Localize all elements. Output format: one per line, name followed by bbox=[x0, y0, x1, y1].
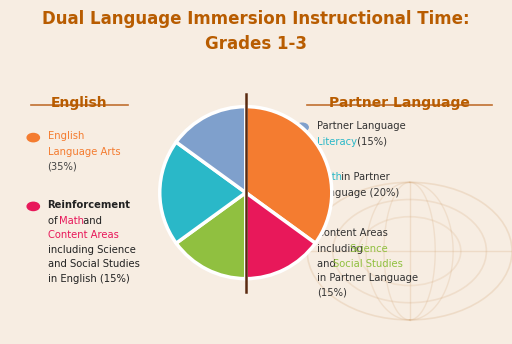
Wedge shape bbox=[246, 193, 315, 279]
Circle shape bbox=[296, 123, 308, 131]
Text: Science: Science bbox=[349, 244, 388, 254]
Text: (15%): (15%) bbox=[317, 287, 347, 298]
Text: English: English bbox=[51, 96, 108, 110]
Text: including Science: including Science bbox=[48, 245, 136, 255]
Text: Math: Math bbox=[317, 172, 343, 182]
Text: Partner Language: Partner Language bbox=[317, 120, 406, 131]
Text: of: of bbox=[48, 216, 60, 226]
Text: in Partner Language: in Partner Language bbox=[317, 273, 419, 283]
Wedge shape bbox=[246, 107, 332, 243]
Wedge shape bbox=[160, 142, 246, 243]
Text: and: and bbox=[80, 216, 102, 226]
Circle shape bbox=[27, 202, 39, 211]
Text: Social Studies: Social Studies bbox=[333, 258, 402, 269]
Text: in Partner: in Partner bbox=[338, 172, 390, 182]
Text: and: and bbox=[317, 258, 339, 269]
Text: (35%): (35%) bbox=[48, 161, 77, 172]
Text: including: including bbox=[317, 244, 367, 254]
Text: in English (15%): in English (15%) bbox=[48, 273, 130, 284]
Wedge shape bbox=[176, 107, 246, 193]
Text: Literacy: Literacy bbox=[317, 137, 357, 147]
Text: Content Areas: Content Areas bbox=[48, 230, 118, 240]
Text: Math: Math bbox=[59, 216, 84, 226]
Wedge shape bbox=[176, 193, 246, 279]
Circle shape bbox=[296, 175, 308, 183]
Text: Language Arts: Language Arts bbox=[48, 147, 120, 157]
Text: and Social Studies: and Social Studies bbox=[48, 259, 139, 269]
Text: English: English bbox=[48, 131, 84, 141]
Text: Reinforcement: Reinforcement bbox=[48, 200, 131, 210]
Text: Partner Language: Partner Language bbox=[329, 96, 470, 110]
Text: Language (20%): Language (20%) bbox=[317, 188, 400, 198]
Text: Dual Language Immersion Instructional Time:
Grades 1-3: Dual Language Immersion Instructional Ti… bbox=[42, 10, 470, 53]
Text: Content Areas: Content Areas bbox=[317, 228, 388, 238]
Circle shape bbox=[296, 230, 308, 239]
Circle shape bbox=[27, 133, 39, 142]
Text: (15%): (15%) bbox=[354, 137, 387, 147]
